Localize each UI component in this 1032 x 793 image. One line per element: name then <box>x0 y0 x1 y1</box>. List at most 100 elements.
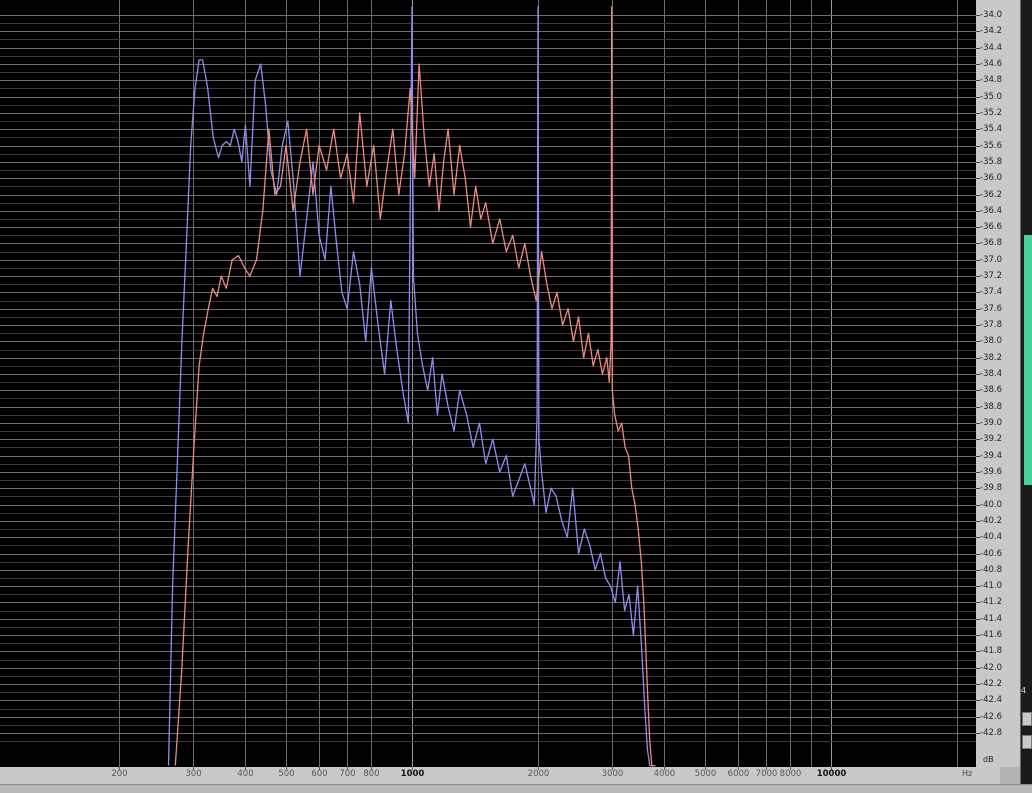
x-tick-mark <box>612 767 613 770</box>
x-tick-mark <box>538 767 539 770</box>
x-tick-label: 2000 <box>527 769 550 779</box>
spectrum-plot[interactable] <box>0 0 976 767</box>
x-tick-label: 600 <box>311 769 328 779</box>
x-tick-label: 1000 <box>400 769 425 779</box>
horizontal-scrollbar[interactable] <box>0 784 1032 793</box>
x-tick-mark <box>245 767 246 770</box>
waveform-strip <box>1024 235 1032 485</box>
y-tick-label: -34.4 <box>980 43 1002 53</box>
y-tick-label: -35.2 <box>980 108 1002 118</box>
x-tick-label: 4000 <box>653 769 676 779</box>
y-tick-mark <box>976 113 980 114</box>
y-tick-mark <box>976 651 980 652</box>
x-tick-mark <box>371 767 372 770</box>
x-tick-mark <box>119 767 120 770</box>
y-tick-mark <box>976 537 980 538</box>
y-tick-label: -38.0 <box>980 336 1002 346</box>
y-tick-mark <box>976 243 980 244</box>
x-tick-label: 10000 <box>816 769 847 779</box>
y-tick-label: -37.2 <box>980 271 1002 281</box>
y-tick-label: -37.6 <box>980 304 1002 314</box>
y-tick-mark <box>976 619 980 620</box>
side-panel-button-bottom[interactable] <box>1022 735 1032 749</box>
y-tick-mark <box>976 439 980 440</box>
y-tick-mark <box>976 668 980 669</box>
x-tick-mark <box>790 767 791 770</box>
y-tick-mark <box>976 129 980 130</box>
y-tick-mark <box>976 602 980 603</box>
y-tick-mark <box>976 733 980 734</box>
x-tick-label: 5000 <box>694 769 717 779</box>
y-tick-label: -38.4 <box>980 369 1002 379</box>
y-tick-mark <box>976 390 980 391</box>
x-tick-mark <box>193 767 194 770</box>
y-tick-mark <box>976 570 980 571</box>
horizontal-gridlines <box>0 15 976 742</box>
y-tick-mark <box>976 227 980 228</box>
y-tick-label: -38.2 <box>980 353 1002 363</box>
y-tick-label: -42.8 <box>980 728 1002 738</box>
y-tick-label: -35.6 <box>980 141 1002 151</box>
side-panel-button-top[interactable] <box>1022 712 1032 726</box>
x-tick-label: 3000 <box>601 769 624 779</box>
axis-corner <box>1000 767 1020 784</box>
y-tick-mark <box>976 488 980 489</box>
y-tick-label: -34.6 <box>980 59 1002 69</box>
y-tick-mark <box>976 456 980 457</box>
y-tick-label: -40.2 <box>980 516 1002 526</box>
y-tick-label: -39.0 <box>980 418 1002 428</box>
y-tick-label: -36.0 <box>980 173 1002 183</box>
y-tick-label: -42.2 <box>980 679 1002 689</box>
y-axis-panel <box>976 0 1020 767</box>
y-tick-label: -38.8 <box>980 402 1002 412</box>
y-tick-mark <box>976 146 980 147</box>
y-tick-mark <box>976 260 980 261</box>
y-tick-mark <box>976 358 980 359</box>
y-tick-label: -39.2 <box>980 434 1002 444</box>
y-tick-mark <box>976 31 980 32</box>
y-tick-label: -40.8 <box>980 565 1002 575</box>
x-unit-label: Hz <box>962 769 973 778</box>
y-tick-mark <box>976 341 980 342</box>
x-tick-label: 700 <box>339 769 356 779</box>
y-tick-label: -34.2 <box>980 26 1002 36</box>
series-line-red <box>174 6 656 767</box>
y-tick-label: -42.4 <box>980 695 1002 705</box>
y-tick-label: -35.0 <box>980 92 1002 102</box>
y-tick-label: -38.6 <box>980 385 1002 395</box>
y-tick-mark <box>976 407 980 408</box>
plot-background <box>0 0 976 767</box>
y-tick-label: -39.4 <box>980 451 1002 461</box>
y-tick-mark <box>976 325 980 326</box>
y-tick-label: -34.0 <box>980 10 1002 20</box>
x-tick-label: 200 <box>111 769 128 779</box>
x-tick-label: 6000 <box>727 769 750 779</box>
y-tick-label: -36.4 <box>980 206 1002 216</box>
y-tick-label: -42.6 <box>980 712 1002 722</box>
x-tick-label: 8000 <box>779 769 802 779</box>
y-tick-label: -40.0 <box>980 500 1002 510</box>
x-tick-mark <box>286 767 287 770</box>
y-tick-mark <box>976 684 980 685</box>
x-tick-mark <box>831 767 832 770</box>
y-tick-mark <box>976 521 980 522</box>
y-tick-mark <box>976 700 980 701</box>
y-tick-mark <box>976 309 980 310</box>
y-tick-mark <box>976 162 980 163</box>
y-tick-label: -36.2 <box>980 190 1002 200</box>
x-tick-label: 300 <box>185 769 202 779</box>
y-tick-label: -37.8 <box>980 320 1002 330</box>
y-tick-label: -34.8 <box>980 75 1002 85</box>
y-tick-label: -35.4 <box>980 124 1002 134</box>
y-tick-label: -41.6 <box>980 630 1002 640</box>
x-tick-label: 7000 <box>755 769 778 779</box>
y-tick-mark <box>976 178 980 179</box>
y-tick-mark <box>976 276 980 277</box>
y-tick-label: -35.8 <box>980 157 1002 167</box>
y-tick-mark <box>976 586 980 587</box>
x-tick-mark <box>347 767 348 770</box>
y-tick-label: -41.2 <box>980 597 1002 607</box>
y-tick-mark <box>976 717 980 718</box>
y-tick-mark <box>976 64 980 65</box>
y-tick-mark <box>976 15 980 16</box>
